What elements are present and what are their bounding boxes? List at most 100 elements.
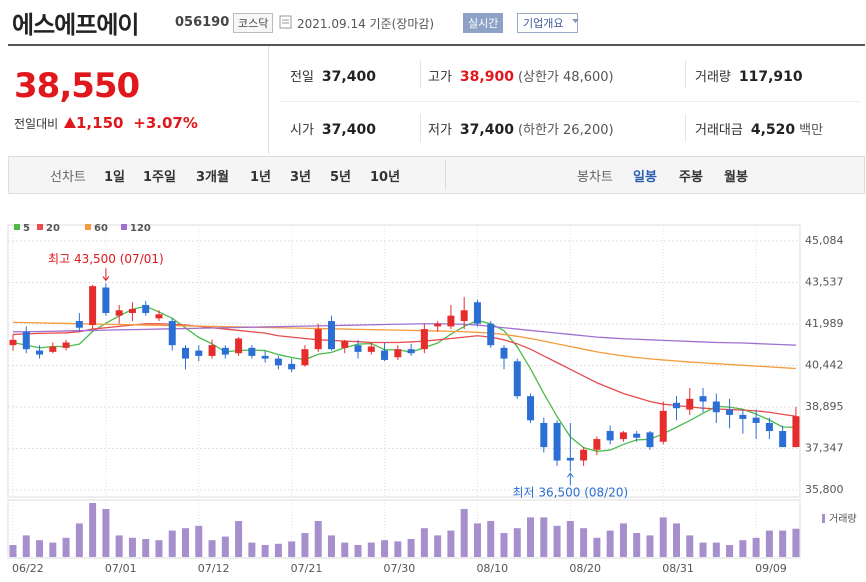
info-value: 37,400 — [321, 69, 376, 85]
volume-bar — [314, 521, 322, 557]
info-unit: 백만 — [799, 123, 824, 138]
y-tick-label: 41,989 — [805, 317, 844, 330]
candle-body — [779, 431, 787, 448]
candle-body — [115, 310, 123, 316]
period-button[interactable]: 3년 — [290, 170, 312, 185]
y-tick-label: 40,442 — [805, 359, 844, 372]
period-button[interactable]: 1주일 — [143, 170, 176, 185]
high-annotation: 최고 43,500 (07/01) — [48, 252, 164, 266]
toolbar-label: 선차트 — [50, 170, 86, 185]
volume-bar — [619, 523, 627, 557]
y-tick-label: 45,084 — [805, 234, 844, 247]
candle-body — [659, 410, 667, 442]
volume-bar — [407, 539, 415, 557]
ma-line — [12, 321, 796, 370]
volume-bar — [487, 521, 495, 557]
ma-line — [12, 305, 796, 453]
dropdown-icon — [572, 19, 579, 23]
volume-bar — [261, 545, 269, 557]
info-label: 시가 — [290, 123, 314, 138]
volume-bar — [49, 542, 57, 557]
candle-body — [142, 304, 150, 313]
volume-bar — [394, 541, 402, 557]
volume-bar — [726, 545, 734, 557]
info-note: (하한가 26,200) — [517, 123, 614, 138]
volume-bar — [500, 533, 508, 557]
volume-bar — [102, 509, 110, 557]
candle-body — [434, 323, 442, 327]
high-arrow-head — [102, 276, 110, 282]
volume-bar — [580, 528, 588, 557]
volume-bar — [182, 528, 190, 557]
legend-swatch — [121, 224, 127, 230]
volume-bar — [89, 503, 97, 557]
volume-bar — [712, 542, 720, 557]
volume-bar — [274, 543, 282, 557]
volume-bar — [765, 530, 773, 557]
ma-line — [13, 323, 796, 346]
volume-bar — [739, 540, 747, 557]
candle-body — [699, 396, 707, 402]
info-item: 고가 38,900 (상한가 48,600) — [428, 66, 614, 85]
volume-bar — [460, 509, 468, 557]
divider — [420, 114, 421, 142]
volume-bar — [62, 537, 70, 557]
x-tick-label: 07/21 — [291, 562, 323, 575]
candle-body — [261, 355, 269, 359]
period-button[interactable]: 1년 — [250, 170, 272, 185]
y-tick-label: 43,537 — [805, 275, 844, 288]
volume-bar — [208, 540, 216, 557]
volume-bar — [195, 525, 203, 557]
low-annotation: 최저 36,500 (08/20) — [513, 486, 629, 500]
company-info-button[interactable]: 기업개요 — [517, 13, 579, 33]
candle-body — [473, 302, 481, 324]
divider — [685, 60, 686, 88]
volume-bar — [606, 530, 614, 557]
divider — [268, 46, 269, 154]
info-item: 시가 37,400 — [290, 119, 376, 138]
volume-bar — [367, 542, 375, 557]
y-tick-label: 38,895 — [805, 400, 844, 413]
divider — [280, 101, 860, 102]
volume-bar — [646, 535, 654, 557]
period-button[interactable]: 3개월 — [196, 170, 229, 185]
period-button[interactable]: 10년 — [370, 170, 401, 185]
period-button[interactable]: 1일 — [104, 170, 126, 185]
candle-body — [500, 347, 508, 359]
candle-body — [22, 331, 30, 350]
volume-bar — [22, 535, 30, 557]
period-button[interactable]: 주봉 — [679, 170, 703, 185]
x-tick-label: 07/01 — [105, 562, 137, 575]
x-tick-label: 06/22 — [12, 562, 44, 575]
volume-bar — [566, 521, 574, 557]
info-label: 거래대금 — [695, 123, 743, 138]
candle-body — [354, 345, 362, 352]
candle-body — [301, 349, 309, 366]
candle-body — [726, 409, 734, 415]
volume-bar — [673, 523, 680, 557]
candle-body — [155, 314, 163, 319]
change-label: 전일대비 — [14, 117, 59, 131]
candle-body — [195, 350, 203, 356]
volume-bar — [686, 535, 694, 557]
period-button[interactable]: 월봉 — [724, 170, 748, 185]
volume-bar — [659, 517, 667, 557]
period-toolbar — [8, 156, 865, 194]
change-rate: +3.07% — [133, 114, 198, 132]
candle-body — [341, 341, 349, 348]
volume-bar — [327, 535, 335, 557]
period-button[interactable]: 일봉 — [633, 170, 657, 185]
candle-body — [128, 308, 136, 313]
info-item: 전일 37,400 — [290, 66, 376, 85]
candle-body — [593, 439, 601, 450]
period-button[interactable]: 5년 — [330, 170, 352, 185]
candle-body — [36, 350, 44, 355]
candle-body — [619, 432, 627, 440]
candle-body — [274, 358, 282, 366]
realtime-button[interactable]: 실시간 — [463, 13, 504, 33]
candle-body — [646, 432, 654, 448]
candle-body — [527, 396, 535, 421]
candle-body — [765, 422, 773, 432]
candle-body — [673, 402, 680, 409]
current-price: 38,550 — [14, 66, 140, 106]
